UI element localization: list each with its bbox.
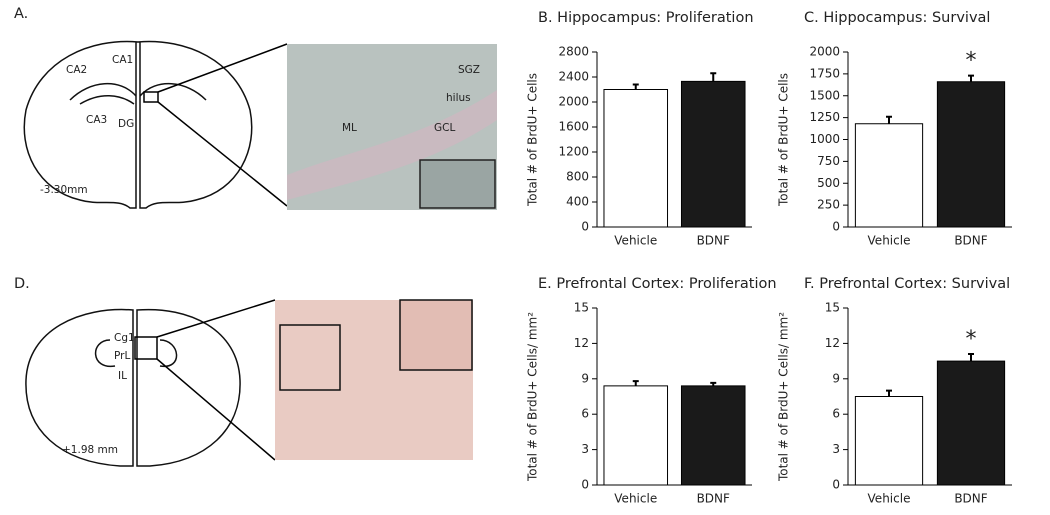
chart: B. Hippocampus: Proliferation Total # of … bbox=[526, 10, 754, 248]
error-bar bbox=[886, 389, 892, 397]
micrograph-inset bbox=[419, 159, 496, 209]
region-label: CA1 bbox=[112, 54, 133, 66]
micrograph-label: ML bbox=[342, 122, 357, 134]
y-axis-label: Total # of BrdU+ Cells bbox=[526, 73, 540, 207]
x-tick-label: Vehicle bbox=[868, 234, 911, 248]
y-tick-label: 15 bbox=[825, 301, 840, 315]
y-tick-label: 1200 bbox=[558, 145, 589, 159]
y-tick-label: 400 bbox=[566, 195, 589, 209]
panel-d: D. Cg1 PrL IL +1.98 mm bbox=[14, 276, 473, 467]
zoom-line bbox=[157, 43, 288, 93]
y-tick-label: 0 bbox=[581, 220, 589, 234]
chart: E. Prefrontal Cortex: Proliferation Total… bbox=[526, 276, 777, 506]
error-bar bbox=[710, 72, 717, 82]
y-tick-label: 800 bbox=[566, 170, 589, 184]
region-label: DG bbox=[118, 118, 134, 130]
chart: C. Hippocampus: Survival Total # of BrdU+… bbox=[777, 10, 1012, 248]
inset-box bbox=[134, 336, 158, 360]
micrograph-label: hilus bbox=[446, 92, 471, 104]
y-tick-label: 12 bbox=[574, 336, 589, 350]
brain-outline bbox=[25, 308, 241, 467]
chart-title: C. Hippocampus: Survival bbox=[804, 10, 990, 26]
x-tick-label: Vehicle bbox=[614, 492, 657, 506]
error-bar bbox=[632, 83, 639, 90]
micrograph-label: SGZ bbox=[458, 64, 480, 76]
error-bar bbox=[886, 115, 892, 124]
chart-title: E. Prefrontal Cortex: Proliferation bbox=[538, 276, 777, 292]
micrograph-inset bbox=[399, 299, 473, 371]
brain-outline bbox=[23, 40, 253, 209]
x-tick-label: Vehicle bbox=[868, 492, 911, 506]
region-label: CA2 bbox=[66, 64, 87, 76]
x-tick-label: BDNF bbox=[954, 234, 987, 248]
error-bar bbox=[968, 74, 974, 82]
y-tick-label: 750 bbox=[817, 154, 840, 168]
micrograph-label: GCL bbox=[434, 122, 455, 134]
x-tick-label: BDNF bbox=[954, 492, 987, 506]
y-tick-label: 0 bbox=[581, 478, 589, 492]
chart-title: F. Prefrontal Cortex: Survival bbox=[804, 276, 1010, 292]
panel-label: A. bbox=[14, 6, 28, 22]
bar bbox=[854, 396, 924, 486]
bar bbox=[854, 123, 924, 228]
y-tick-label: 2000 bbox=[809, 45, 840, 59]
micrograph-inset bbox=[279, 324, 341, 391]
y-tick-label: 6 bbox=[832, 407, 840, 421]
coordinate-label: +1.98 mm bbox=[62, 444, 118, 456]
y-axis-label: Total # of BrdU+ Cells/ mm² bbox=[777, 312, 791, 482]
inset-box bbox=[143, 91, 159, 103]
panel-label: D. bbox=[14, 276, 30, 292]
hippocampus-outline bbox=[69, 83, 207, 105]
coordinate-label: -3.30mm bbox=[40, 184, 88, 196]
y-tick-label: 12 bbox=[825, 336, 840, 350]
y-tick-label: 1600 bbox=[558, 120, 589, 134]
bar bbox=[603, 385, 669, 486]
y-axis-label: Total # of BrdU+ Cells/ mm² bbox=[526, 312, 540, 482]
y-tick-label: 0 bbox=[832, 220, 840, 234]
zoom-line bbox=[156, 299, 276, 338]
region-label: CA3 bbox=[86, 114, 107, 126]
ventricle-outline bbox=[94, 339, 178, 367]
y-tick-label: 2000 bbox=[558, 95, 589, 109]
chart: F. Prefrontal Cortex: Survival Total # of… bbox=[777, 276, 1012, 506]
significance-marker: * bbox=[966, 327, 977, 352]
y-tick-label: 1750 bbox=[809, 66, 840, 80]
error-bar bbox=[968, 353, 974, 362]
y-tick-label: 500 bbox=[817, 176, 840, 190]
y-tick-label: 1000 bbox=[809, 132, 840, 146]
zoom-line bbox=[156, 358, 276, 461]
x-tick-label: Vehicle bbox=[614, 234, 657, 248]
panel-a: A. CA1 CA2 CA3 DG -3.30mm SGZ hilus ML G… bbox=[14, 6, 497, 210]
bar bbox=[680, 80, 746, 228]
bar bbox=[680, 385, 746, 486]
region-label: PrL bbox=[114, 350, 130, 362]
y-tick-label: 15 bbox=[574, 301, 589, 315]
significance-marker: * bbox=[966, 49, 977, 74]
y-tick-label: 1250 bbox=[809, 110, 840, 124]
y-tick-label: 3 bbox=[581, 442, 589, 456]
y-tick-label: 9 bbox=[581, 371, 589, 385]
y-tick-label: 3 bbox=[832, 442, 840, 456]
region-label: Cg1 bbox=[114, 332, 135, 344]
error-bar bbox=[632, 380, 639, 386]
y-tick-label: 2800 bbox=[558, 45, 589, 59]
cell-layer bbox=[287, 90, 497, 200]
y-tick-label: 6 bbox=[581, 407, 589, 421]
bar bbox=[936, 81, 1006, 228]
chart-title: B. Hippocampus: Proliferation bbox=[538, 10, 754, 26]
y-axis-label: Total # of BrdU+ Cells bbox=[777, 73, 791, 207]
error-bar bbox=[710, 381, 717, 386]
x-tick-label: BDNF bbox=[697, 492, 730, 506]
bar bbox=[603, 89, 669, 228]
zoom-line bbox=[157, 101, 288, 207]
y-tick-label: 2400 bbox=[558, 70, 589, 84]
y-tick-label: 0 bbox=[832, 478, 840, 492]
y-tick-label: 1500 bbox=[809, 88, 840, 102]
y-tick-label: 9 bbox=[832, 371, 840, 385]
x-tick-label: BDNF bbox=[697, 234, 730, 248]
y-tick-label: 250 bbox=[817, 198, 840, 212]
bar bbox=[936, 360, 1006, 486]
region-label: IL bbox=[118, 370, 127, 382]
